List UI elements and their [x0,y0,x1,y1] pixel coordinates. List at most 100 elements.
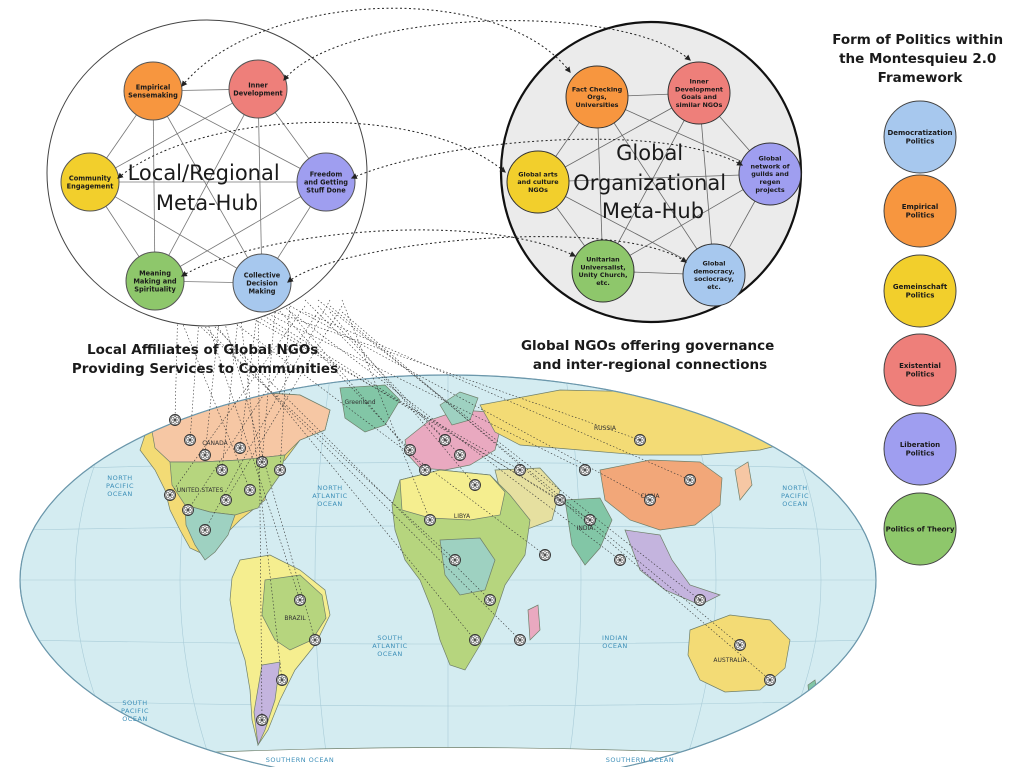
affiliate-line [199,299,301,601]
global-organizational-meta-hub: Global Organizational Meta-Hub Fact Chec… [499,20,803,324]
affiliate-line [329,305,741,646]
hub-edge [257,88,263,284]
hub-edge [152,90,156,282]
affiliate-line [199,311,491,601]
legend-swatch [883,254,957,328]
ngo-rosette-icon [469,479,481,491]
affiliate-line [239,299,586,471]
ngo-rosette-icon [276,674,288,686]
ngo-rosette-icon [514,634,526,646]
greenland [339,384,401,433]
correspondence-arrow [180,229,577,277]
ocean-label: SOUTHERN OCEAN [266,756,334,764]
local-global-correspondence-arrows [117,7,744,283]
ngo-rosette-icon [684,474,696,486]
ocean-label: SOUTH ATLANTIC OCEAN [372,634,407,658]
affiliate-line [169,305,306,496]
global-node-label: Inner Development Goals and similar NGOs [675,78,723,110]
hub-edge [154,88,259,282]
legend-item-label: Gemeinschaft Politics [893,283,948,300]
ngo-rosette-icon [539,549,551,561]
global-node-unitarian-universalist-unity-church-etc: Unitarian Universalist, Unity Church, etc. [571,239,635,303]
legend-item-label: Existential Politics [899,362,941,379]
local-node-collective-decision-making: Collective Decision Making [232,253,292,313]
ocean-label: NORTH PACIFIC OCEAN [781,484,809,508]
ngo-rosette-icon [644,494,656,506]
correspondence-arrow [181,7,571,87]
ngo-affiliate-markers [164,414,776,726]
affiliate-line [341,299,431,521]
hub-edge [602,173,771,272]
affiliate-line [174,299,179,421]
ngo-rosette-icon [614,554,626,566]
legend-item-existential-politics: Existential Politics [883,333,957,407]
ocean-label: NORTH PACIFIC OCEAN [106,474,134,498]
japan [734,461,753,501]
affiliate-line [317,299,701,601]
local-node-meaning-making-and-spirituality: Meaning Making and Spirituality [125,251,185,311]
ngo-rosette-icon [454,449,466,461]
legend-item-gemeinschaft-politics: Gemeinschaft Politics [883,254,957,328]
local-regional-meta-hub: Local/Regional Meta-Hub Empirical Sensema… [46,19,368,327]
affiliate-line [261,311,276,463]
affiliate-line [239,305,561,501]
ngo-rosette-icon [694,594,706,606]
local-node-label: Collective Decision Making [244,271,281,295]
ngo-rosette-icon [734,639,746,651]
global-node-global-democracy-sociocracy-etc: Global democracy, sociocracy, etc. [682,243,746,307]
ocean-label: SOUTHERN OCEAN [606,756,674,764]
legend-item-politics-of-theory: Politics of Theory [883,492,957,566]
local-node-label: Freedom and Getting Stuff Done [304,170,348,194]
ngo-rosette-icon [584,514,596,526]
ngo-rosette-icon [220,494,232,506]
ngo-rosette-icon [579,464,591,476]
ngo-rosette-icon [424,514,436,526]
hub-edge [152,90,263,284]
affiliate-line [304,299,446,441]
legend-item-label: Politics of Theory [886,526,955,534]
global-node-label: Global network of guilds and regen projects [750,155,789,194]
local-affiliates-caption: Local Affiliates of Global NGOs Providin… [72,342,338,377]
country-label: Greenland [344,399,375,406]
global-node-fact-checking-orgs-universities: Fact Checking Orgs, Universities [565,65,629,129]
ngo-rosette-icon [634,434,646,446]
local-node-freedom-and-getting-stuff-done: Freedom and Getting Stuff Done [296,152,356,212]
legend-title: Form of Politics within the Montesquieu … [832,32,1008,86]
hub-edge [596,96,715,276]
affiliate-line [304,311,691,481]
ngo-rosette-icon [484,594,496,606]
scandinavia [439,391,479,426]
legend-item-empirical-politics: Empirical Politics [883,174,957,248]
local-node-empirical-sensemaking: Empirical Sensemaking [123,61,183,121]
affiliate-line [177,311,251,491]
ngo-rosette-icon [244,484,256,496]
politics-legend: Form of Politics within the Montesquieu … [832,32,1008,566]
hub-edge [89,88,259,183]
affiliate-line [239,305,259,449]
local-node-label: Meaning Making and Spirituality [133,269,177,293]
affiliate-line [189,305,201,441]
ocean-label: NORTH ATLANTIC OCEAN [312,484,347,508]
local-node-circle [60,152,120,212]
affiliate-line [274,305,411,451]
affiliate-line [219,299,521,471]
ngo-rosette-icon [199,524,211,536]
local-node-inner-development: Inner Development [228,59,288,119]
legend-swatch [883,492,957,566]
ocean-labels: NORTH PACIFIC OCEAN NORTH ATLANTIC OCEAN NORTH… [106,474,809,764]
local-node-circle [125,251,185,311]
legend-item-label: Liberation Politics [900,441,940,458]
ngo-rosette-icon [216,464,228,476]
ngo-rosette-icon [469,634,481,646]
affiliate-line [257,305,641,441]
legend-swatch [883,174,957,248]
central-africa [439,537,496,596]
affiliate-line [199,305,476,641]
affiliate-line [257,299,263,721]
global-node-label: Global democracy, sociocracy, etc. [693,260,734,292]
affiliate-line [329,311,476,486]
correspondence-arrow [287,236,687,283]
global-ngos-caption: Global NGOs offering governance and inte… [521,338,779,373]
global-node-label: Fact Checking Orgs, Universities [572,85,623,109]
